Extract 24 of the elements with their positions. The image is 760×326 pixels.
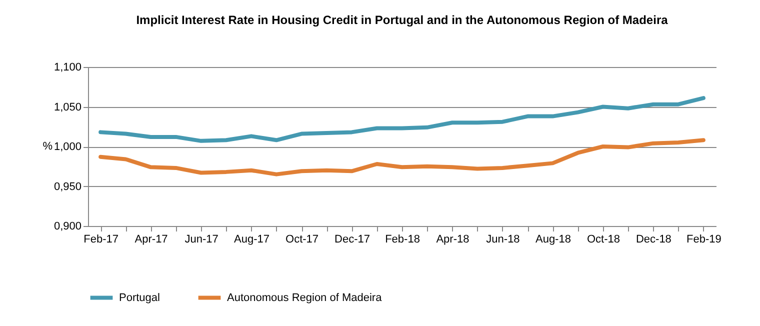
x-tick-label: Feb-18 (385, 234, 420, 246)
legend-label: Portugal (119, 292, 160, 304)
x-tick-label: Dec-18 (636, 234, 672, 246)
x-tick-label: Aug-17 (234, 234, 270, 246)
x-tick-label: Jun-17 (184, 234, 218, 246)
x-tick-label: Feb-17 (84, 234, 118, 246)
y-tick-label: 1,100 (54, 62, 82, 74)
line-series (98, 96, 706, 143)
y-tick-label: 1,000 (54, 141, 82, 153)
y-tick-label: 1,050 (54, 101, 82, 114)
x-tick-label: Oct-18 (586, 234, 620, 246)
x-tick-label: Apr-18 (436, 234, 470, 246)
x-tick-label: Feb-19 (686, 234, 722, 246)
y-tick-label: 0,900 (54, 220, 82, 232)
y-tick-label: 0,950 (54, 180, 82, 193)
line-series (98, 138, 706, 176)
x-tick-label: Jun-18 (486, 234, 520, 246)
x-tick-label: Oct-17 (286, 234, 319, 246)
legend-label: Autonomous Region of Madeira (227, 292, 383, 304)
x-tick-label: Aug-18 (535, 234, 571, 246)
y-axis-title: % (42, 140, 53, 152)
x-tick-label: Dec-17 (334, 234, 370, 246)
x-tick-label: Apr-17 (134, 234, 168, 246)
chart-title: Implicit Interest Rate in Housing Credit in Portugal and in the Autonomous Region of Madeira (136, 13, 668, 27)
